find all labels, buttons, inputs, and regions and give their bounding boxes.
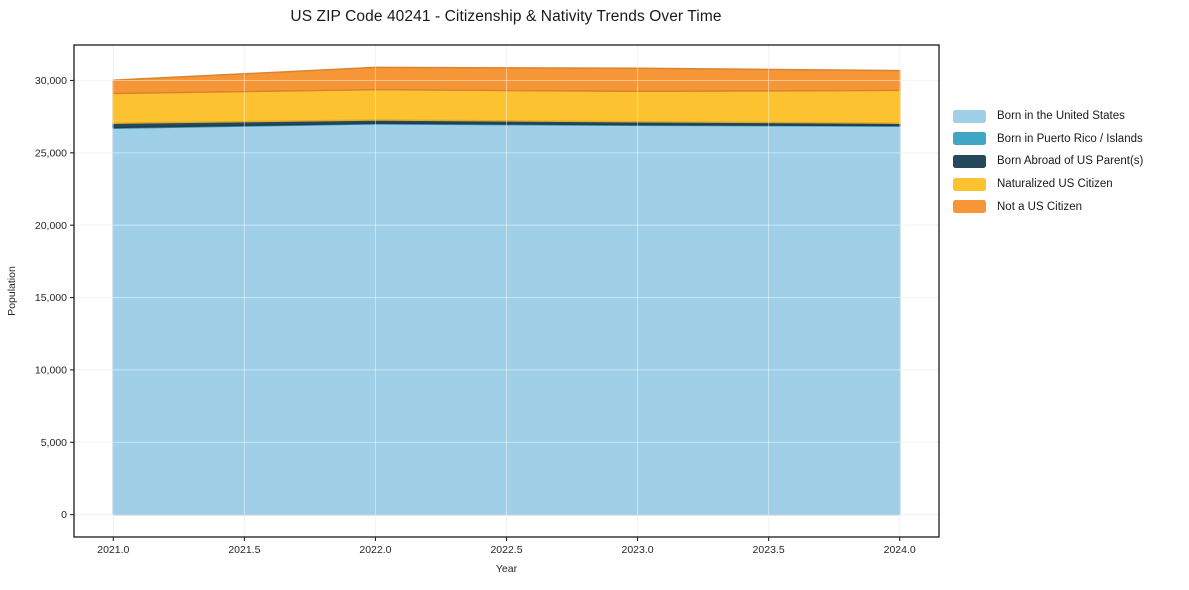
x-tick-label: 2023.0 xyxy=(621,544,653,556)
y-tick-label: 10,000 xyxy=(35,365,67,377)
legend: Born in the United States Born in Puerto … xyxy=(953,105,1143,218)
chart-title: US ZIP Code 40241 - Citizenship & Nativi… xyxy=(290,8,722,25)
y-tick-label: 25,000 xyxy=(35,147,67,159)
legend-item-2: Born Abroad of US Parent(s) xyxy=(953,150,1143,173)
y-tick-label: 5,000 xyxy=(41,437,67,449)
y-tick-label: 0 xyxy=(61,509,67,521)
legend-swatch-icon xyxy=(953,154,986,168)
legend-item-3: Naturalized US Citizen xyxy=(953,173,1143,196)
legend-label: Born Abroad of US Parent(s) xyxy=(997,155,1144,168)
x-tick-label: 2023.5 xyxy=(753,544,785,556)
y-tick-label: 20,000 xyxy=(35,220,67,232)
legend-label: Born in the United States xyxy=(997,110,1125,123)
legend-label: Naturalized US Citizen xyxy=(997,178,1113,191)
legend-item-0: Born in the United States xyxy=(953,105,1143,128)
legend-swatch-icon xyxy=(953,109,986,123)
y-axis-label: Population xyxy=(6,266,18,316)
x-tick-label: 2022.5 xyxy=(490,544,522,556)
legend-swatch-icon xyxy=(953,132,986,146)
legend-item-1: Born in Puerto Rico / Islands xyxy=(953,128,1143,151)
area-series-4 xyxy=(112,66,901,95)
x-axis-label: Year xyxy=(496,563,518,575)
x-tick-label: 2024.0 xyxy=(884,544,916,556)
legend-item-4: Not a US Citizen xyxy=(953,195,1143,218)
legend-swatch-icon xyxy=(953,200,986,214)
x-tick-label: 2022.0 xyxy=(359,544,391,556)
x-tick-label: 2021.5 xyxy=(228,544,260,556)
y-tick-label: 15,000 xyxy=(35,292,67,304)
x-tick-label: 2021.0 xyxy=(97,544,129,556)
y-tick-label: 30,000 xyxy=(35,75,67,87)
legend-label: Born in Puerto Rico / Islands xyxy=(997,132,1143,145)
legend-swatch-icon xyxy=(953,177,986,191)
legend-label: Not a US Citizen xyxy=(997,200,1083,213)
